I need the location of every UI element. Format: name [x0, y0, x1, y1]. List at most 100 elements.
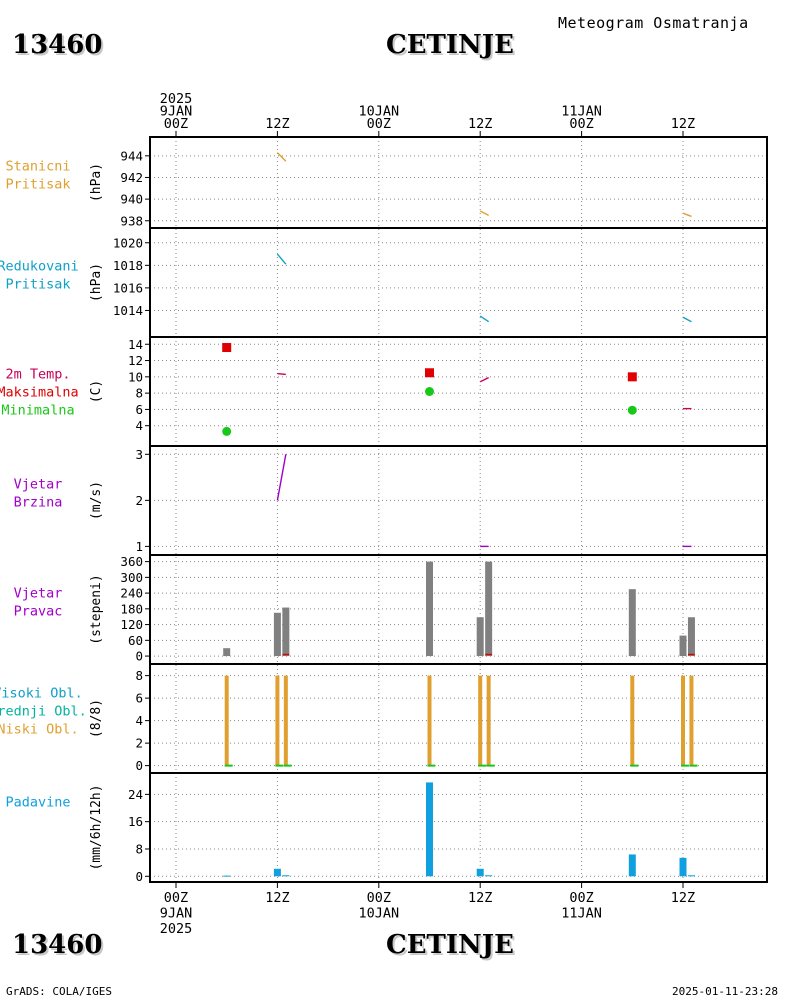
- x-tick-label-top: 12Z: [265, 116, 289, 132]
- low-cloud-bar: [681, 675, 685, 766]
- x-tick-label-bottom: 12Z: [468, 890, 492, 906]
- y-tick-label: 360: [120, 554, 143, 569]
- credit-label: GrADS: COLA/IGES: [6, 985, 112, 998]
- mid-cloud-base: [630, 764, 639, 767]
- y-tick-label: 2: [135, 493, 143, 508]
- station-id-bottom: 13460: [12, 930, 103, 960]
- y-tick-label: 300: [120, 570, 143, 585]
- y-tick-label: 4: [135, 418, 143, 433]
- series-line: [277, 372, 286, 376]
- wind-direction-bar: [282, 607, 290, 657]
- panel-frame: [149, 772, 768, 883]
- panel-label: Niski Obl.: [0, 722, 79, 738]
- panel-unit-label: (mm/6h/12h): [89, 784, 104, 870]
- y-tick-label: 6: [135, 691, 143, 706]
- panel-label: Redukovani: [0, 259, 79, 275]
- x-tick-label-top: 2025: [160, 91, 193, 107]
- panel-precipitation: 0 8 16 24 (mm/6h/12h) Padavine: [5, 772, 768, 884]
- precipitation-bar: [628, 854, 636, 877]
- y-tick-label: 0: [135, 869, 143, 884]
- mid-cloud-base: [689, 764, 698, 767]
- y-tick-label: 2: [135, 736, 143, 751]
- panel-label: Pravac: [14, 604, 63, 620]
- wind-direction-bar: [687, 617, 695, 657]
- y-tick-label: 16: [128, 814, 143, 829]
- panel-frame: [149, 554, 768, 665]
- y-tick-label: 12: [128, 353, 143, 368]
- meteogram-title: Meteogram Osmatranja: [558, 14, 749, 32]
- y-tick-label: 1020: [113, 235, 143, 250]
- wind-direction-bar: [426, 561, 433, 657]
- x-tick-label-top: 00Z: [164, 116, 188, 132]
- x-tick-label-top: 11JAN: [561, 104, 602, 120]
- panel-label: Pritisak: [5, 277, 70, 293]
- low-cloud-bar: [283, 675, 288, 766]
- panel-pressure: 938 940 942 944 (hPa) Stanicni Pritisak: [5, 136, 768, 229]
- low-cloud-bar: [224, 675, 229, 766]
- x-tick-label-bottom: 12Z: [265, 890, 289, 906]
- panel-unit-label: (stepeni): [89, 574, 104, 644]
- panel-label: Pritisak: [5, 177, 70, 193]
- y-tick-label: 120: [120, 617, 143, 632]
- panel-clouds: 0 2 4 6 8 (8/8) Visoki Obl. Srednji Obl. Niski O…: [0, 663, 768, 774]
- x-tick-label-bottom: 12Z: [671, 890, 695, 906]
- mid-cloud-base: [427, 764, 436, 767]
- panel-unit-label: (m/s): [89, 481, 104, 520]
- x-tick-label-bottom: 2025: [160, 921, 193, 937]
- panel-reduced-pressure: 1014 1016 1018 1020 (hPa) Redukovani Pritisak: [0, 227, 768, 338]
- y-tick-label: 14: [128, 337, 143, 352]
- low-cloud-bar: [275, 675, 280, 766]
- min-temp-marker: [425, 387, 434, 396]
- panel-unit-label: (hPa): [89, 263, 104, 302]
- low-cloud-bar: [689, 675, 694, 766]
- panel-label: Vjetar: [14, 586, 63, 602]
- mid-cloud-base: [681, 764, 689, 767]
- x-tick-label-bottom: 11JAN: [561, 906, 602, 922]
- y-tick-label: 0: [135, 649, 143, 664]
- station-name-bottom: CETINJE: [386, 930, 514, 960]
- series-line: [682, 316, 692, 323]
- x-tick-label-top: 9JAN: [160, 104, 193, 120]
- low-cloud-bar: [427, 675, 432, 766]
- precipitation-bar: [223, 875, 231, 877]
- wind-direction-bar: [628, 589, 636, 657]
- panel-label: Srednji Obl.: [0, 704, 87, 720]
- y-tick-label: 1016: [113, 280, 143, 295]
- precipitation-bar: [679, 857, 687, 877]
- generated-timestamp: 2025-01-11-23:28: [672, 985, 778, 998]
- wind-direction-bar: [485, 561, 493, 657]
- panel-label: Padavine: [5, 795, 70, 811]
- series-line: [276, 454, 287, 501]
- y-tick-label: 4: [135, 713, 143, 728]
- x-tick-label-bottom: 00Z: [569, 890, 593, 906]
- y-tick-label: 942: [120, 170, 143, 185]
- precipitation-bar: [273, 868, 281, 877]
- mid-cloud-base: [224, 764, 233, 767]
- y-tick-label: 180: [120, 601, 143, 616]
- series-line: [479, 315, 490, 323]
- wind-direction-bar: [223, 648, 231, 657]
- y-tick-label: 938: [120, 213, 143, 228]
- panel-frame: [149, 227, 768, 338]
- max-temp-marker: [425, 368, 434, 378]
- x-tick-label-bottom: 10JAN: [358, 906, 399, 922]
- y-tick-label: 3: [135, 447, 143, 462]
- low-cloud-bar: [630, 675, 635, 766]
- panel-label: Brzina: [14, 495, 63, 511]
- x-tick-label-top: 00Z: [367, 116, 391, 132]
- mid-cloud-base: [478, 764, 487, 767]
- precipitation-bar: [476, 868, 484, 877]
- series-line: [479, 377, 489, 383]
- panel-frame: [149, 136, 768, 229]
- low-cloud-bar: [478, 675, 483, 766]
- mid-cloud-base: [283, 764, 292, 767]
- panel-wind-speed: 1 2 3 (m/s) Vjetar Brzina: [14, 445, 768, 556]
- min-temp-marker: [222, 426, 232, 436]
- y-tick-label: 1018: [113, 258, 143, 273]
- series-line: [682, 212, 692, 218]
- y-tick-label: 24: [128, 787, 143, 802]
- panel-unit-label: (C): [89, 380, 104, 403]
- y-tick-label: 10: [128, 369, 143, 384]
